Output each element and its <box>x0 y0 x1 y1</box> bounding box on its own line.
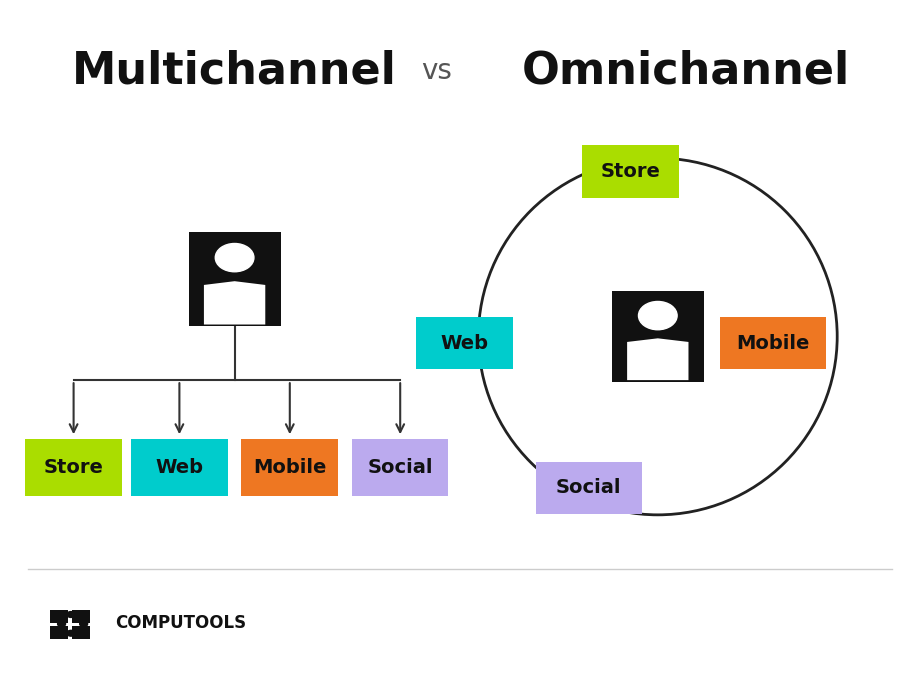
Text: Social: Social <box>367 458 433 477</box>
Text: Web: Web <box>155 458 203 477</box>
Bar <box>72 626 90 639</box>
FancyBboxPatch shape <box>188 232 280 326</box>
Text: Omnichannel: Omnichannel <box>521 49 848 92</box>
FancyBboxPatch shape <box>241 439 338 497</box>
FancyBboxPatch shape <box>719 317 825 369</box>
FancyBboxPatch shape <box>611 291 703 382</box>
Text: Store: Store <box>599 162 660 181</box>
Text: Social: Social <box>555 479 621 497</box>
FancyBboxPatch shape <box>352 439 448 497</box>
Circle shape <box>638 302 676 330</box>
Bar <box>50 610 68 623</box>
FancyBboxPatch shape <box>416 317 513 369</box>
Bar <box>72 610 90 623</box>
Circle shape <box>58 621 65 627</box>
Circle shape <box>215 244 254 272</box>
Text: Multichannel: Multichannel <box>72 49 397 92</box>
FancyBboxPatch shape <box>131 439 228 497</box>
PathPatch shape <box>204 281 265 324</box>
Text: Mobile: Mobile <box>735 334 809 353</box>
FancyBboxPatch shape <box>582 145 678 198</box>
Text: Store: Store <box>43 458 104 477</box>
Text: COMPUTOOLS: COMPUTOOLS <box>115 614 246 632</box>
Circle shape <box>80 621 87 627</box>
Bar <box>50 626 68 639</box>
PathPatch shape <box>627 339 687 380</box>
Circle shape <box>67 612 74 617</box>
Text: Mobile: Mobile <box>253 458 326 477</box>
Circle shape <box>67 631 74 636</box>
FancyBboxPatch shape <box>536 462 641 514</box>
Text: Web: Web <box>440 334 488 353</box>
FancyBboxPatch shape <box>26 439 121 497</box>
Text: vs: vs <box>421 57 452 85</box>
